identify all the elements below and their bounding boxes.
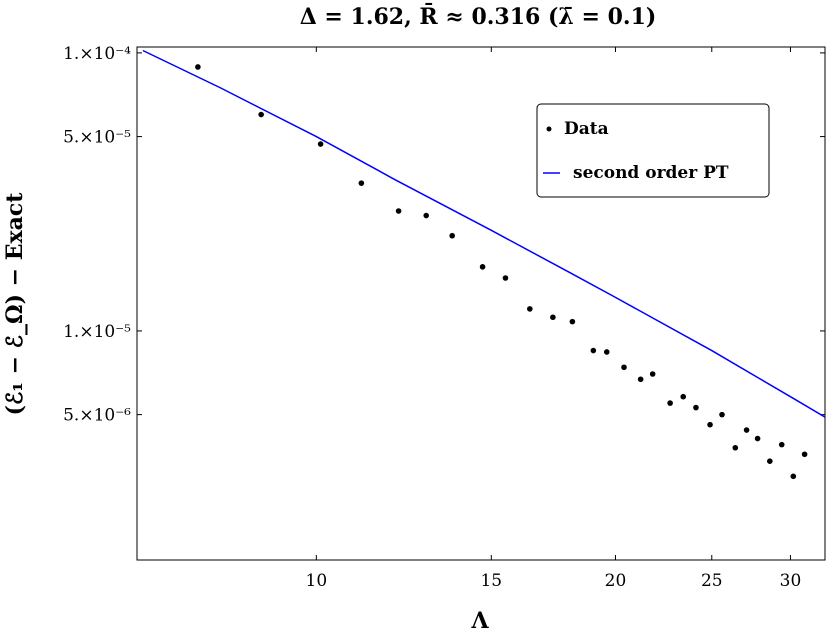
x-tick-label: 25 — [701, 571, 723, 591]
y-axis-title: (ℰ₁ − ℰ_Ω) − Exact — [2, 192, 28, 416]
data-point — [621, 364, 627, 371]
data-point — [680, 393, 687, 400]
data-point — [395, 208, 402, 214]
data-point — [527, 306, 533, 312]
x-tick-label: 10 — [306, 571, 328, 591]
plot-area — [142, 49, 825, 480]
x-tick-label: 20 — [605, 571, 627, 591]
data-point — [743, 427, 750, 433]
y-tick-label: 5.×10⁻⁶ — [63, 406, 131, 426]
y-axis: 1.×10⁻⁴ 5.×10⁻⁵ 1.×10⁻⁵ 5.×10⁻⁶ — [63, 44, 825, 426]
data-point — [590, 347, 597, 354]
data-point — [767, 458, 773, 464]
data-point — [550, 314, 556, 321]
data-point — [449, 232, 455, 239]
data-point — [637, 376, 644, 383]
x-tick-label: 15 — [480, 571, 502, 591]
data-point — [195, 64, 201, 70]
data-point — [569, 318, 576, 325]
legend-marker-data — [546, 126, 552, 132]
data-point — [317, 141, 324, 147]
x-axis-title: Λ — [470, 608, 489, 634]
data-point — [732, 444, 739, 451]
data-point — [258, 111, 264, 118]
data-point — [778, 441, 785, 448]
data-point — [707, 421, 713, 428]
data-point — [693, 404, 699, 411]
chart-title: Δ = 1.62, R̄ ≈ 0.316 (λ̄ = 0.1) — [300, 2, 657, 30]
y-tick-label: 1.×10⁻⁴ — [63, 44, 131, 64]
legend-box — [536, 103, 770, 198]
x-tick-label: 30 — [780, 571, 802, 591]
data-point — [649, 371, 656, 377]
data-point — [603, 349, 610, 355]
data-point — [423, 212, 430, 219]
data-point — [358, 180, 365, 186]
x-axis: 10 15 20 25 30 — [306, 47, 802, 591]
legend: Data second order PT — [536, 103, 770, 198]
data-point — [801, 451, 808, 458]
data-point — [754, 435, 761, 442]
plot-frame — [136, 46, 826, 561]
data-point — [719, 411, 725, 418]
y-tick-label: 1.×10⁻⁵ — [63, 322, 131, 342]
data-point — [502, 275, 509, 281]
y-tick-label: 5.×10⁻⁵ — [63, 128, 131, 148]
data-point — [479, 264, 486, 270]
legend-label-data: Data — [564, 119, 609, 139]
data-point — [790, 473, 797, 480]
legend-label-pt: second order PT — [573, 163, 729, 183]
series-line-second-order-pt — [142, 49, 825, 418]
data-point — [667, 400, 673, 406]
